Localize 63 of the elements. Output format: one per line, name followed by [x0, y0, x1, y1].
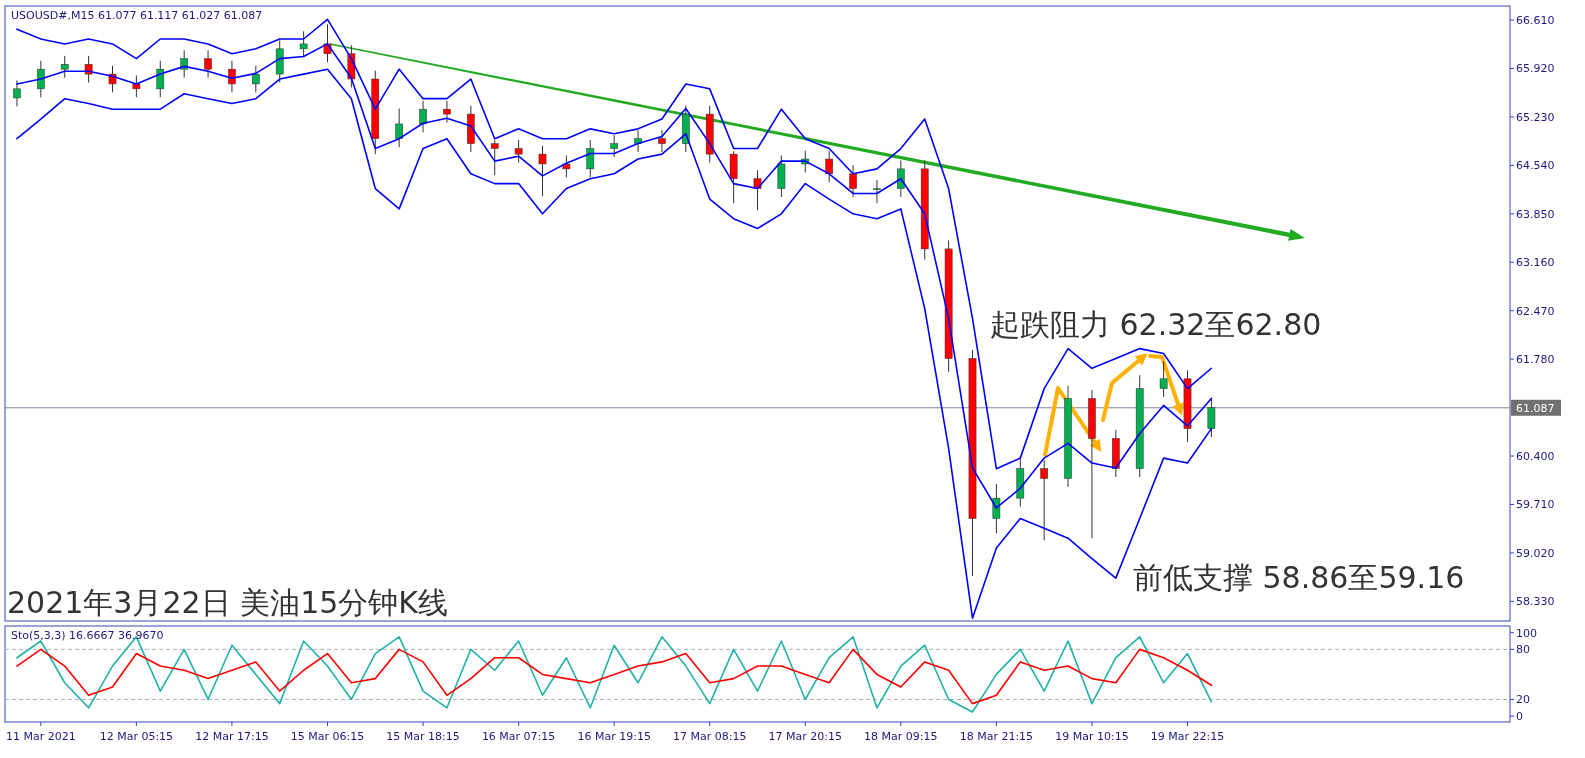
candlestick: [252, 65, 260, 93]
candlestick: [992, 483, 1001, 534]
candlestick: [1159, 360, 1168, 398]
x-tick-label: 18 Mar 21:15: [959, 730, 1034, 743]
line-series: [16, 648, 1213, 705]
candlestick: [132, 75, 141, 98]
y-tick-label: 61.780: [1516, 353, 1555, 367]
x-tick-label: 12 Mar 17:15: [195, 730, 269, 743]
candlestick: [204, 49, 212, 79]
x-tick-label: 18 Mar 09:15: [864, 730, 938, 743]
x-tick-label: 16 Mar 07:15: [481, 730, 556, 743]
candlestick: [658, 129, 666, 153]
x-tick-label: 19 Mar 22:15: [1150, 730, 1225, 743]
x-tick-label: 17 Mar 20:15: [768, 730, 842, 743]
candlestick: [897, 159, 905, 198]
y-tick-label: 63.160: [1516, 256, 1555, 270]
y-tick-label: 20: [1516, 693, 1530, 707]
x-tick-label: 15 Mar 18:15: [386, 730, 460, 743]
candlestick: [849, 164, 857, 198]
candlestick: [395, 108, 403, 148]
candlestick: [156, 60, 165, 98]
candlestick: [443, 100, 451, 124]
y-tick-label: 60.400: [1516, 450, 1555, 464]
x-tick-label: 11 Mar 2021: [5, 730, 76, 743]
y-tick-label: 80: [1516, 643, 1530, 657]
candlestick: [419, 100, 427, 133]
candlestick: [873, 179, 881, 204]
candlestick: [586, 139, 595, 178]
x-tick-label: 16 Mar 19:15: [577, 730, 651, 743]
candlestick: [514, 139, 523, 164]
x-tick-label: 12 Mar 05:15: [99, 730, 174, 743]
chart-title: USOUSD#,M15 61.077 61.117 61.027 61.087: [11, 9, 263, 22]
candlestick: [825, 150, 833, 183]
y-tick-label: 100: [1516, 626, 1537, 640]
candlestick: [228, 60, 236, 93]
y-tick-label: 63.850: [1516, 207, 1555, 221]
y-tick-label: 65.920: [1516, 62, 1555, 76]
candlestick: [60, 55, 69, 79]
candlestick: [490, 139, 499, 176]
x-tick-label: 15 Mar 06:15: [290, 730, 365, 743]
candlestick: [299, 30, 308, 58]
candlestick: [538, 145, 547, 197]
y-tick-label: 62.470: [1516, 304, 1555, 318]
y-tick-label: 66.610: [1516, 14, 1555, 28]
candlestick: [37, 60, 45, 98]
y-tick-label: 59.020: [1516, 546, 1555, 560]
x-tick-label: 19 Mar 10:15: [1055, 730, 1129, 743]
candlestick: [1207, 398, 1216, 438]
annotation: 起跌阻力 62.32至62.80: [990, 307, 1322, 342]
y-tick-label: 58.330: [1516, 595, 1555, 609]
annotation: 前低支撑 58.86至59.16: [1133, 560, 1465, 595]
annotation: 2021年3月22日 美油15分钟K线: [7, 585, 448, 620]
y-tick-label: 64.540: [1516, 159, 1555, 173]
y-tick-label: 59.710: [1516, 498, 1555, 512]
candlestick: [610, 134, 618, 158]
y-tick-label: 0: [1516, 710, 1523, 724]
y-tick-label: 65.230: [1516, 110, 1555, 124]
ref-line-label: 61.087: [1516, 401, 1555, 415]
candlestick: [1040, 459, 1048, 541]
candlestick: [13, 79, 21, 107]
candlestick: [562, 155, 571, 178]
x-tick-label: 17 Mar 08:15: [673, 730, 747, 743]
chart-title: Sto(5,3,3) 16.6667 36.9670: [11, 629, 164, 642]
